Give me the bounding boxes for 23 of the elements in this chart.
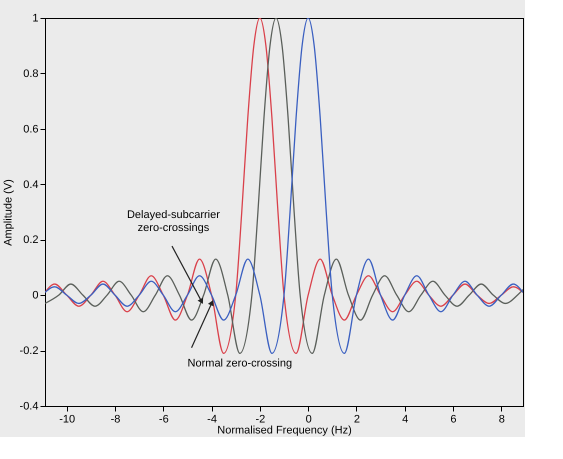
line-series: [45, 18, 523, 354]
x-axis-title: Normalised Frequency (Hz): [217, 424, 352, 436]
x-tick-label: 0: [306, 414, 312, 426]
x-tick-label: 2: [354, 414, 360, 426]
y-axis-title: Amplitude (V): [2, 179, 15, 246]
y-tick-label: -0.4: [20, 400, 38, 412]
x-tick-label: -6: [158, 414, 169, 426]
y-tick-label: 0.8: [23, 68, 38, 80]
y-tick-label: 0.4: [23, 178, 38, 191]
y-tick-label: 0: [32, 290, 38, 302]
x-tick-label: 8: [498, 414, 505, 426]
x-tick-label: 6: [450, 414, 457, 426]
x-tick-label: -2: [255, 414, 266, 426]
x-tick-label: 4: [402, 414, 408, 426]
x-tick-label: -8: [110, 414, 120, 426]
annotation: Delayed-subcarrier zero-crossings: [126, 208, 220, 234]
y-tick-label: 0.2: [23, 234, 38, 246]
y-tick-label: -0.2: [20, 345, 38, 358]
y-tick-label: 1: [32, 12, 38, 24]
y-tick-label: 0.6: [23, 123, 38, 136]
x-tick-label: -4: [207, 414, 217, 426]
x-tick-label: -10: [59, 414, 76, 426]
annotation: Normal zero-crossing: [188, 358, 292, 370]
